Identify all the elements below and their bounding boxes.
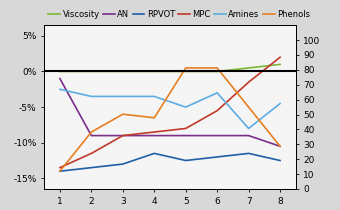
Line: RPVOT: RPVOT [60, 153, 280, 171]
MPC [152, 131, 156, 133]
MPC [121, 134, 125, 137]
Amines [121, 95, 125, 98]
MPC [246, 81, 251, 83]
Phenols [89, 131, 94, 133]
RPVOT [89, 166, 94, 169]
RPVOT [278, 159, 282, 162]
Phenols [152, 117, 156, 119]
AN [215, 134, 219, 137]
AN [278, 145, 282, 148]
Viscosity [121, 70, 125, 73]
Viscosity [152, 70, 156, 73]
Phenols [184, 67, 188, 69]
AN [89, 134, 94, 137]
Amines [58, 88, 62, 91]
Amines [184, 106, 188, 108]
Line: MPC: MPC [60, 57, 280, 168]
Amines [246, 127, 251, 130]
Viscosity [215, 70, 219, 73]
MPC [58, 166, 62, 169]
Phenols [246, 106, 251, 108]
Phenols [121, 113, 125, 116]
RPVOT [184, 159, 188, 162]
Line: Phenols: Phenols [60, 68, 280, 171]
Amines [152, 95, 156, 98]
MPC [89, 152, 94, 155]
MPC [215, 109, 219, 112]
RPVOT [215, 156, 219, 158]
RPVOT [121, 163, 125, 165]
MPC [184, 127, 188, 130]
AN [58, 77, 62, 80]
AN [152, 134, 156, 137]
AN [246, 134, 251, 137]
Legend: Viscosity, AN, RPVOT, MPC, Amines, Phenols: Viscosity, AN, RPVOT, MPC, Amines, Pheno… [48, 10, 310, 19]
Amines [215, 92, 219, 94]
Viscosity [89, 70, 94, 73]
Phenols [58, 170, 62, 172]
Line: Amines: Amines [60, 89, 280, 129]
RPVOT [246, 152, 251, 155]
Viscosity [58, 70, 62, 73]
Amines [89, 95, 94, 98]
Line: AN: AN [60, 79, 280, 146]
AN [184, 134, 188, 137]
AN [121, 134, 125, 137]
Viscosity [246, 67, 251, 69]
Amines [278, 102, 282, 105]
RPVOT [58, 170, 62, 172]
Phenols [278, 145, 282, 148]
Viscosity [278, 63, 282, 66]
RPVOT [152, 152, 156, 155]
Line: Viscosity: Viscosity [60, 64, 280, 71]
Viscosity [184, 70, 188, 73]
Phenols [215, 67, 219, 69]
MPC [278, 56, 282, 59]
